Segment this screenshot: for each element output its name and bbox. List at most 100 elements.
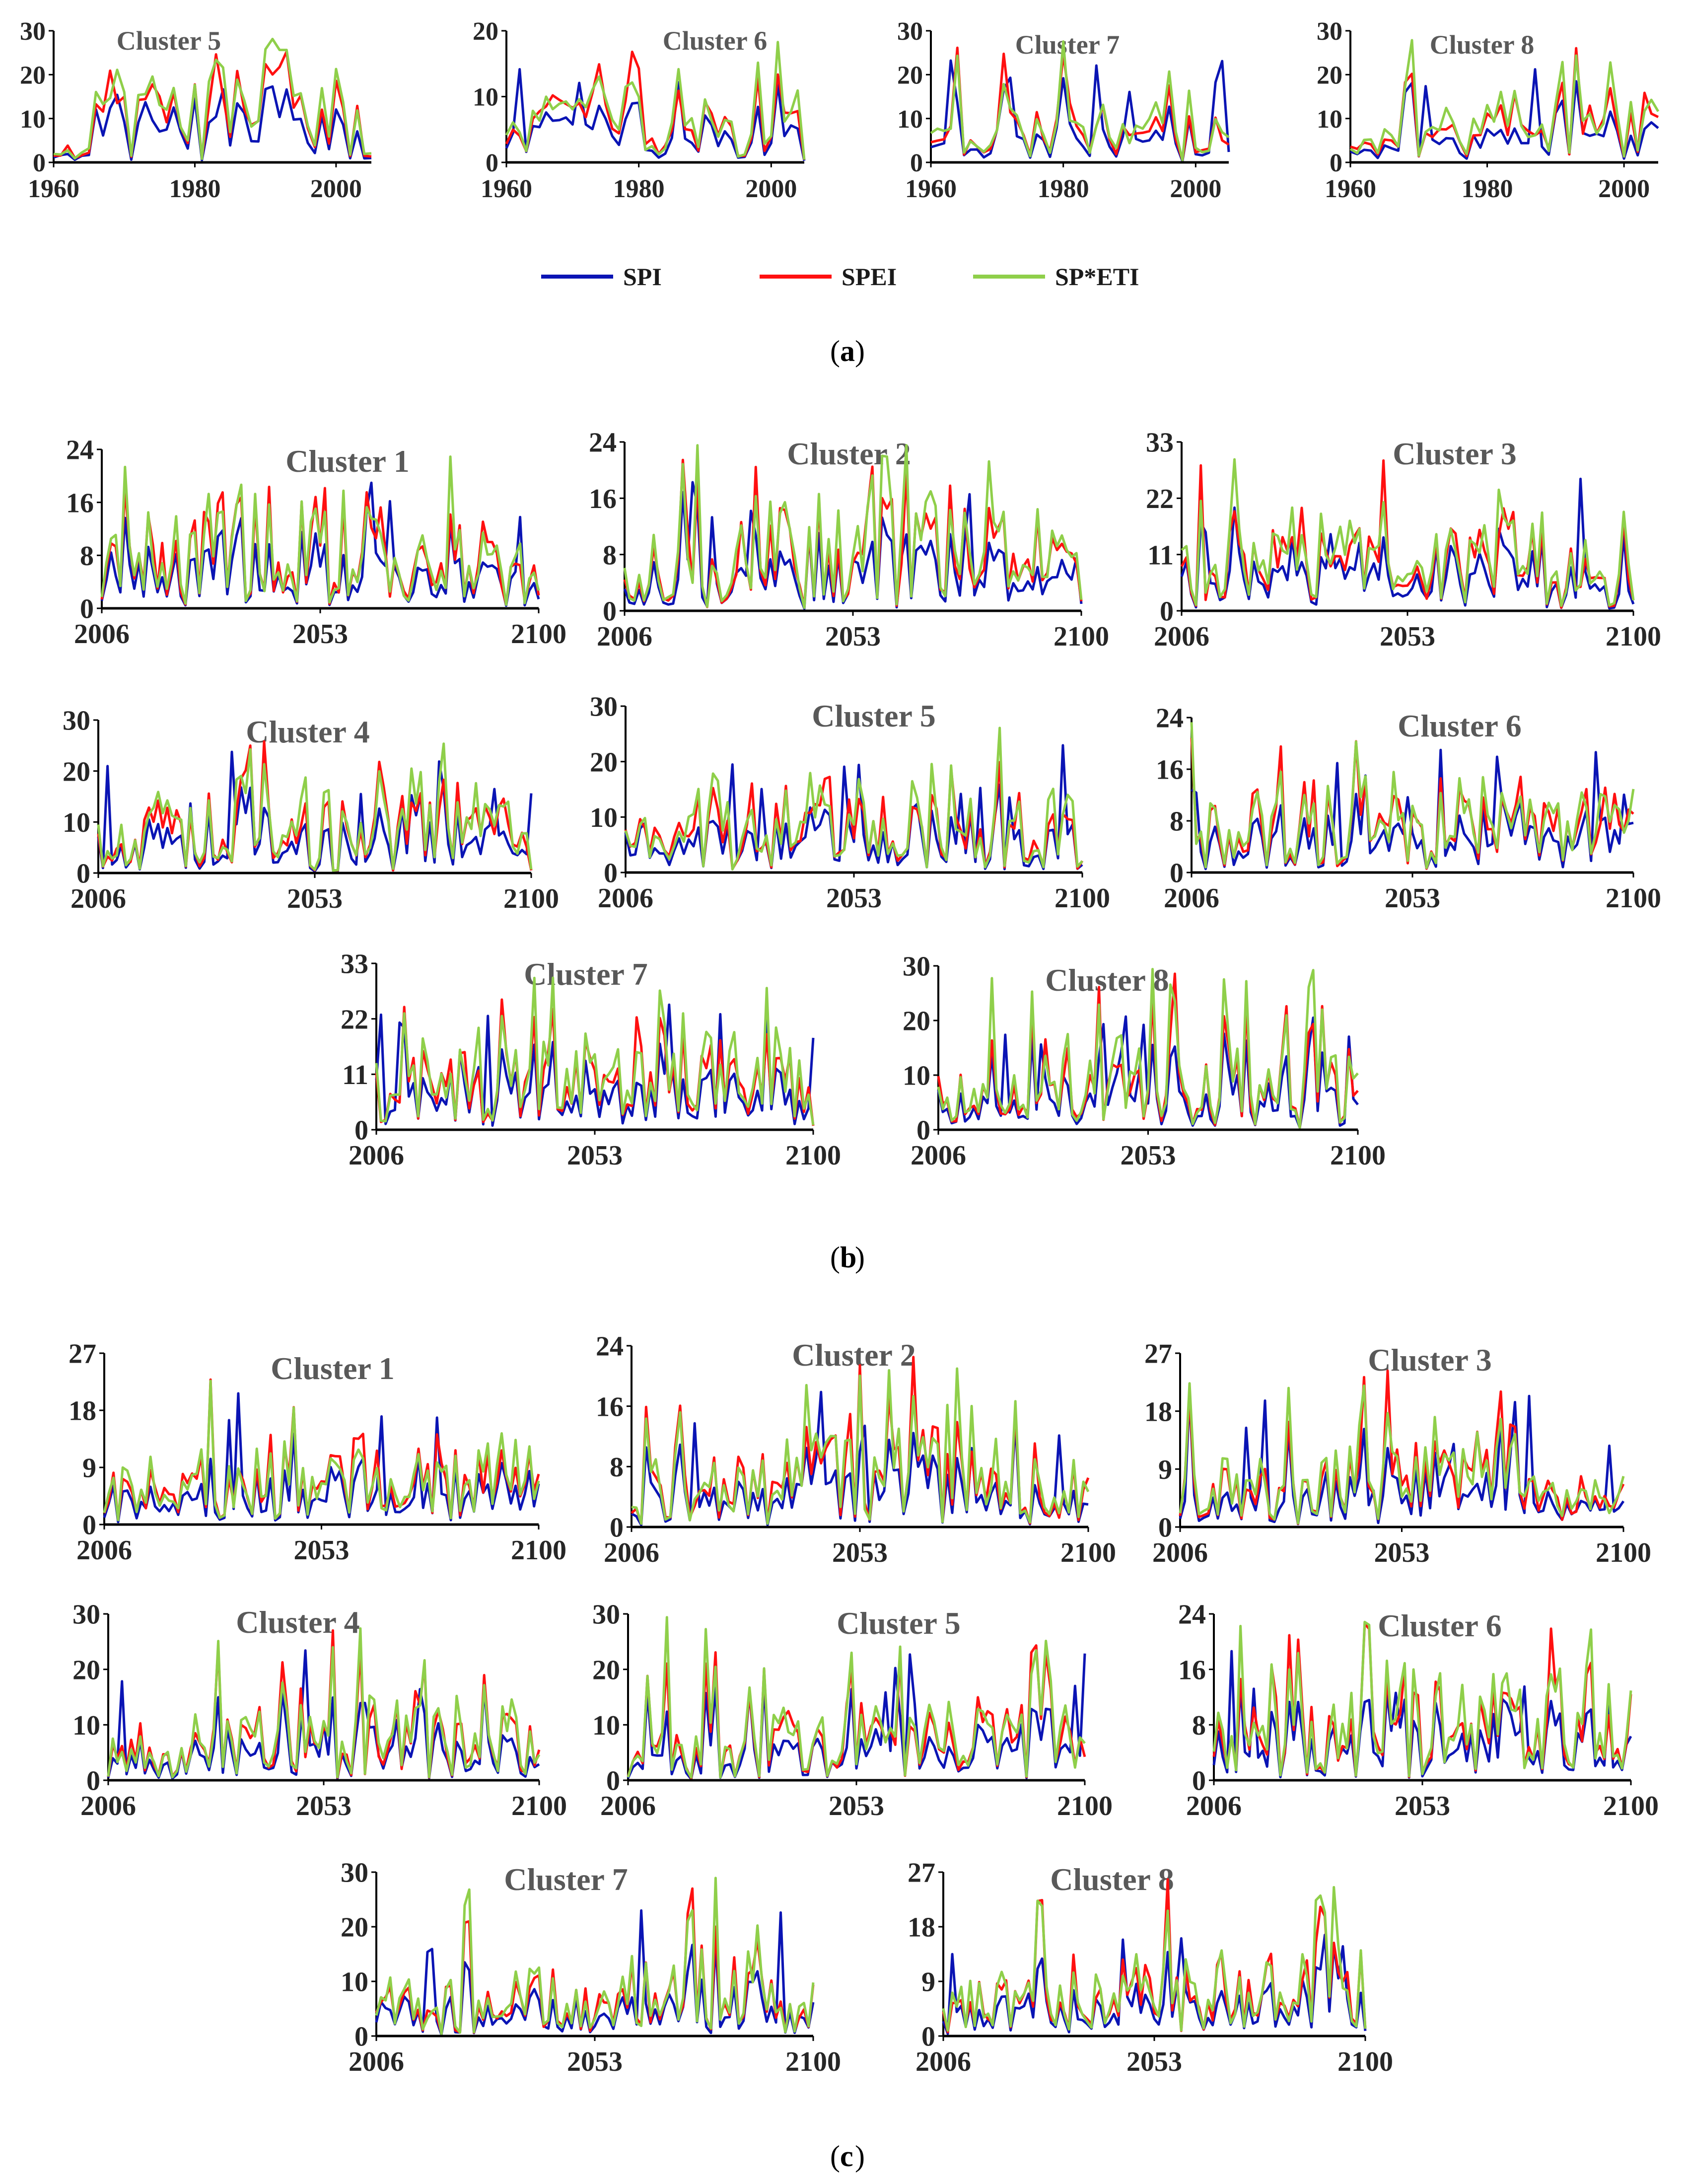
chart-title: Cluster 5 xyxy=(117,26,221,56)
series-line-spei xyxy=(107,1629,541,1779)
chart-c-20: 0 9 18 27 2006 2053 2100 Cluster 8 xyxy=(908,1858,1393,2077)
y-tick-label: 30 xyxy=(590,692,618,723)
series-line-speti xyxy=(1212,1620,1632,1778)
x-tick-label: 1960 xyxy=(28,175,79,203)
y-tick-label: 0 xyxy=(354,2022,368,2052)
y-tick-label: 0 xyxy=(606,1766,620,1797)
x-tick-label: 2053 xyxy=(294,1535,350,1566)
series-line-speti xyxy=(53,38,372,160)
x-tick-label: 2100 xyxy=(1606,621,1661,652)
y-tick-label: 10 xyxy=(72,1710,100,1741)
legend-label-spei: SPEI xyxy=(842,263,897,291)
chart-a-3: 0 10 20 30 1960 1980 2000 Cluster 7 xyxy=(897,17,1230,203)
chart-title: Cluster 3 xyxy=(1393,436,1516,471)
y-tick-label: 8 xyxy=(1192,1710,1206,1741)
x-tick-label: 2000 xyxy=(1598,175,1650,203)
x-tick-label: 2053 xyxy=(1121,1140,1176,1171)
series-line-speti xyxy=(103,1380,540,1522)
y-tick-label: 30 xyxy=(592,1600,620,1630)
chart-a-2: 0 10 20 1960 1980 2000 Cluster 6 xyxy=(473,17,806,203)
svg-text:(: ( xyxy=(830,2140,840,2173)
series-line-speti xyxy=(627,1616,1086,1779)
y-tick-label: 30 xyxy=(63,706,90,736)
series-line-spei xyxy=(1179,1369,1625,1525)
chart-b-6: 0 8 16 24 2006 2053 2100 Cluster 2 xyxy=(589,428,1109,652)
y-tick-label: 0 xyxy=(1158,1513,1172,1543)
x-tick-label: 2053 xyxy=(296,1791,351,1821)
series-line-spi xyxy=(1179,1394,1625,1526)
x-tick-label: 2006 xyxy=(597,621,652,652)
x-tick-label: 2100 xyxy=(503,883,559,914)
y-tick-label: 27 xyxy=(1144,1339,1172,1370)
y-tick-label: 10 xyxy=(592,1710,620,1741)
chart-title: Cluster 6 xyxy=(1398,708,1521,743)
series-line-speti xyxy=(97,742,533,872)
y-tick-label: 18 xyxy=(69,1396,96,1427)
x-tick-label: 2053 xyxy=(567,2046,623,2077)
x-tick-label: 1960 xyxy=(905,175,957,203)
y-tick-label: 20 xyxy=(897,62,923,90)
series-line-spei xyxy=(1350,47,1659,158)
chart-title: Cluster 2 xyxy=(787,436,911,471)
svg-text:): ) xyxy=(855,335,865,367)
series-line-spi xyxy=(505,68,806,161)
y-tick-label: 0 xyxy=(1330,149,1342,177)
series-line-spi xyxy=(937,1015,1359,1129)
chart-c-18: 0 8 16 24 2006 2053 2100 Cluster 6 xyxy=(1178,1600,1659,1821)
x-tick-label: 2006 xyxy=(1164,883,1219,914)
chart-b-10: 0 8 16 24 2006 2053 2100 Cluster 6 xyxy=(1156,703,1661,914)
series-line-speti xyxy=(375,1877,815,2036)
x-tick-label: 2006 xyxy=(1154,621,1209,652)
x-tick-label: 2006 xyxy=(604,1537,659,1568)
y-tick-label: 10 xyxy=(897,105,923,134)
chart-title: Cluster 5 xyxy=(837,1605,960,1641)
chart-title: Cluster 4 xyxy=(246,714,369,749)
chart-title: Cluster 5 xyxy=(812,698,935,733)
series-line-spi xyxy=(942,1933,1367,2035)
x-tick-label: 2000 xyxy=(745,175,797,203)
chart-b-11: 0 11 22 33 2006 2053 2100 Cluster 7 xyxy=(341,949,841,1171)
x-tick-label: 2100 xyxy=(1606,883,1661,914)
series-line-spei xyxy=(97,740,533,872)
x-tick-label: 2053 xyxy=(1395,1791,1450,1821)
y-tick-label: 30 xyxy=(341,1858,368,1889)
y-tick-label: 10 xyxy=(63,807,90,838)
y-tick-label: 22 xyxy=(341,1004,368,1035)
y-tick-label: 8 xyxy=(610,1452,624,1483)
series-line-spei xyxy=(103,1378,540,1522)
y-tick-label: 24 xyxy=(1156,703,1184,734)
x-tick-label: 2100 xyxy=(1054,883,1110,914)
x-tick-label: 1960 xyxy=(1325,175,1376,203)
x-tick-label: 2053 xyxy=(1374,1537,1430,1568)
x-tick-label: 1980 xyxy=(613,175,665,203)
x-tick-label: 2006 xyxy=(70,883,126,914)
series-line-spei xyxy=(1190,737,1634,870)
x-tick-label: 2006 xyxy=(74,619,130,650)
y-tick-label: 0 xyxy=(80,594,94,625)
series-line-speti xyxy=(631,1367,1090,1525)
y-tick-label: 9 xyxy=(82,1453,96,1484)
chart-a-4: 0 10 20 30 1960 1980 2000 Cluster 8 xyxy=(1317,17,1660,203)
y-tick-label: 8 xyxy=(1170,806,1184,837)
legend-label-speti: SP*ETI xyxy=(1055,263,1139,291)
chart-c-17: 0 10 20 30 2006 2053 2100 Cluster 5 xyxy=(592,1600,1113,1821)
series-line-speti xyxy=(107,1627,541,1779)
svg-text:c: c xyxy=(840,2140,853,2173)
y-tick-label: 18 xyxy=(1144,1396,1172,1427)
y-tick-label: 10 xyxy=(1317,105,1342,134)
x-tick-label: 2000 xyxy=(310,175,362,203)
chart-b-7: 0 11 22 33 2006 2053 2100 Cluster 3 xyxy=(1146,428,1661,652)
x-tick-label: 2006 xyxy=(915,2046,971,2077)
x-tick-label: 1980 xyxy=(1038,175,1089,203)
svg-text:): ) xyxy=(855,1241,865,1274)
y-tick-label: 30 xyxy=(897,17,923,46)
series-line-speti xyxy=(1179,1382,1625,1525)
y-tick-label: 10 xyxy=(590,802,618,833)
y-tick-label: 24 xyxy=(1178,1600,1206,1630)
y-tick-label: 0 xyxy=(921,2022,935,2052)
y-tick-label: 20 xyxy=(903,1006,930,1037)
y-tick-label: 0 xyxy=(76,859,90,889)
series-line-speti xyxy=(930,40,1230,161)
y-tick-label: 16 xyxy=(589,484,617,514)
chart-title: Cluster 8 xyxy=(1045,962,1169,998)
